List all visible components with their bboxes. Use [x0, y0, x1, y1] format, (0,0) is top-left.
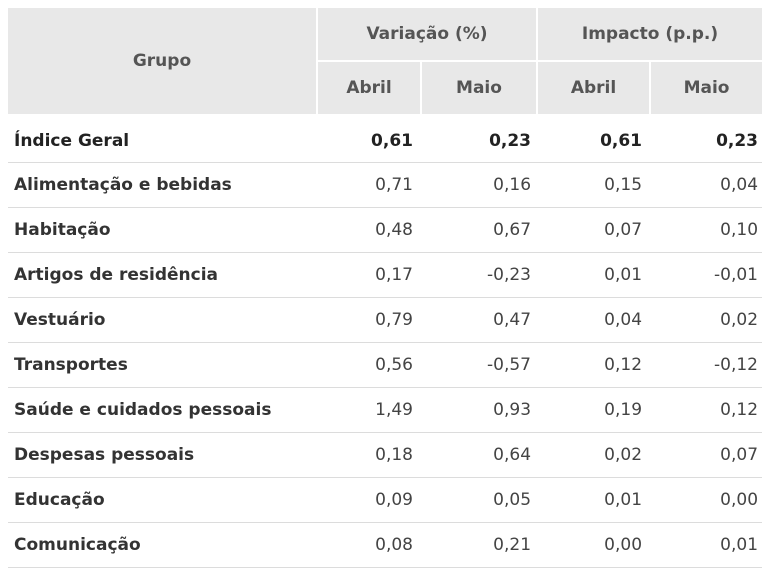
- impacto-maio-cell: 0,04: [650, 162, 763, 208]
- impacto-abril-cell: 0,01: [537, 477, 651, 523]
- variacao-abril-cell: 0,08: [317, 522, 421, 568]
- variacao-abril-cell: 0,71: [317, 162, 421, 208]
- impacto-abril-cell: 0,00: [537, 522, 651, 568]
- impacto-maio-cell: 0,02: [650, 297, 763, 343]
- impacto-abril-cell: 0,15: [537, 162, 651, 208]
- header-variacao-maio: Maio: [421, 61, 539, 118]
- table-body: Índice Geral 0,61 0,23 0,61 0,23 Alimentação …: [8, 114, 763, 568]
- variacao-maio-cell: 0,67: [421, 207, 538, 253]
- impacto-abril-cell: 0,19: [537, 387, 651, 433]
- impacto-abril-cell: 0,02: [537, 432, 651, 478]
- variacao-maio-cell: 0,23: [421, 114, 538, 163]
- table-row: Vestuário 0,79 0,47 0,04 0,02: [8, 297, 763, 343]
- table-row: Artigos de residência 0,17 -0,23 0,01 -0,01: [8, 252, 763, 298]
- impacto-maio-cell: -0,12: [650, 342, 763, 388]
- variacao-abril-cell: 0,18: [317, 432, 421, 478]
- table-row: Educação 0,09 0,05 0,01 0,00: [8, 477, 763, 523]
- row-name-cell: Habitação: [8, 207, 317, 253]
- variacao-abril-cell: 1,49: [317, 387, 421, 433]
- header-impacto: Impacto (p.p.): [537, 8, 763, 62]
- impacto-maio-cell: -0,01: [650, 252, 763, 298]
- row-name-cell: Comunicação: [8, 522, 317, 568]
- variacao-maio-cell: 0,93: [421, 387, 538, 433]
- impacto-maio-cell: 0,12: [650, 387, 763, 433]
- impacto-abril-cell: 0,04: [537, 297, 651, 343]
- variacao-abril-cell: 0,48: [317, 207, 421, 253]
- table-row: Despesas pessoais 0,18 0,64 0,02 0,07: [8, 432, 763, 478]
- row-name-cell: Educação: [8, 477, 317, 523]
- impacto-abril-cell: 0,61: [537, 114, 651, 163]
- table-row-total: Índice Geral 0,61 0,23 0,61 0,23: [8, 114, 763, 163]
- impacto-maio-cell: 0,07: [650, 432, 763, 478]
- impacto-abril-cell: 0,12: [537, 342, 651, 388]
- variacao-abril-cell: 0,09: [317, 477, 421, 523]
- table-header: Grupo Variação (%) Impacto (p.p.) Abril …: [8, 8, 763, 118]
- impacto-maio-cell: 0,00: [650, 477, 763, 523]
- row-name-cell: Alimentação e bebidas: [8, 162, 317, 208]
- impacto-maio-cell: 0,23: [650, 114, 763, 163]
- row-name-cell: Índice Geral: [8, 114, 317, 163]
- variacao-abril-cell: 0,56: [317, 342, 421, 388]
- header-impacto-maio: Maio: [650, 61, 763, 118]
- table-row: Transportes 0,56 -0,57 0,12 -0,12: [8, 342, 763, 388]
- variacao-maio-cell: 0,21: [421, 522, 538, 568]
- ipca-group-table: Grupo Variação (%) Impacto (p.p.) Abril …: [8, 8, 763, 568]
- variacao-maio-cell: 0,05: [421, 477, 538, 523]
- table-row: Alimentação e bebidas 0,71 0,16 0,15 0,04: [8, 162, 763, 208]
- row-name-cell: Despesas pessoais: [8, 432, 317, 478]
- variacao-abril-cell: 0,61: [317, 114, 421, 163]
- header-variacao: Variação (%): [317, 8, 539, 62]
- variacao-maio-cell: -0,23: [421, 252, 538, 298]
- impacto-abril-cell: 0,01: [537, 252, 651, 298]
- impacto-abril-cell: 0,07: [537, 207, 651, 253]
- variacao-maio-cell: 0,64: [421, 432, 538, 478]
- header-impacto-abril: Abril: [537, 61, 652, 118]
- table-container: Grupo Variação (%) Impacto (p.p.) Abril …: [8, 8, 763, 568]
- row-name-cell: Saúde e cuidados pessoais: [8, 387, 317, 433]
- impacto-maio-cell: 0,10: [650, 207, 763, 253]
- row-name-cell: Vestuário: [8, 297, 317, 343]
- variacao-maio-cell: 0,16: [421, 162, 538, 208]
- header-group: Grupo: [8, 8, 318, 118]
- variacao-abril-cell: 0,17: [317, 252, 421, 298]
- variacao-abril-cell: 0,79: [317, 297, 421, 343]
- variacao-maio-cell: 0,47: [421, 297, 538, 343]
- header-variacao-abril: Abril: [317, 61, 422, 118]
- variacao-maio-cell: -0,57: [421, 342, 538, 388]
- impacto-maio-cell: 0,01: [650, 522, 763, 568]
- table-row: Habitação 0,48 0,67 0,07 0,10: [8, 207, 763, 253]
- table-row: Comunicação 0,08 0,21 0,00 0,01: [8, 522, 763, 568]
- table-row: Saúde e cuidados pessoais 1,49 0,93 0,19 0,1…: [8, 387, 763, 433]
- row-name-cell: Transportes: [8, 342, 317, 388]
- row-name-cell: Artigos de residência: [8, 252, 317, 298]
